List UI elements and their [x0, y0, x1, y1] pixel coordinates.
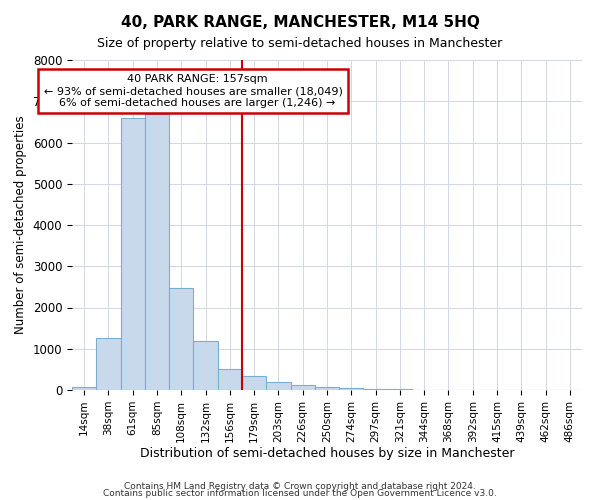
- Text: Size of property relative to semi-detached houses in Manchester: Size of property relative to semi-detach…: [97, 38, 503, 51]
- Bar: [72, 386, 96, 390]
- Bar: [364, 389, 388, 390]
- Text: 40 PARK RANGE: 157sqm
← 93% of semi-detached houses are smaller (18,049)
  6% of: 40 PARK RANGE: 157sqm ← 93% of semi-deta…: [44, 74, 343, 108]
- Bar: [145, 114, 169, 390]
- X-axis label: Distribution of semi-detached houses by size in Manchester: Distribution of semi-detached houses by …: [140, 448, 514, 460]
- Text: Contains public sector information licensed under the Open Government Licence v3: Contains public sector information licen…: [103, 490, 497, 498]
- Bar: [290, 386, 315, 390]
- Bar: [169, 288, 193, 390]
- Bar: [339, 388, 364, 390]
- Text: Contains HM Land Registry data © Crown copyright and database right 2024.: Contains HM Land Registry data © Crown c…: [124, 482, 476, 491]
- Bar: [218, 368, 242, 390]
- Bar: [193, 340, 218, 390]
- Bar: [388, 389, 412, 390]
- Bar: [266, 382, 290, 390]
- Bar: [121, 118, 145, 390]
- Text: 40, PARK RANGE, MANCHESTER, M14 5HQ: 40, PARK RANGE, MANCHESTER, M14 5HQ: [121, 15, 479, 30]
- Bar: [242, 376, 266, 390]
- Bar: [315, 387, 339, 390]
- Y-axis label: Number of semi-detached properties: Number of semi-detached properties: [14, 116, 27, 334]
- Bar: [96, 338, 121, 390]
